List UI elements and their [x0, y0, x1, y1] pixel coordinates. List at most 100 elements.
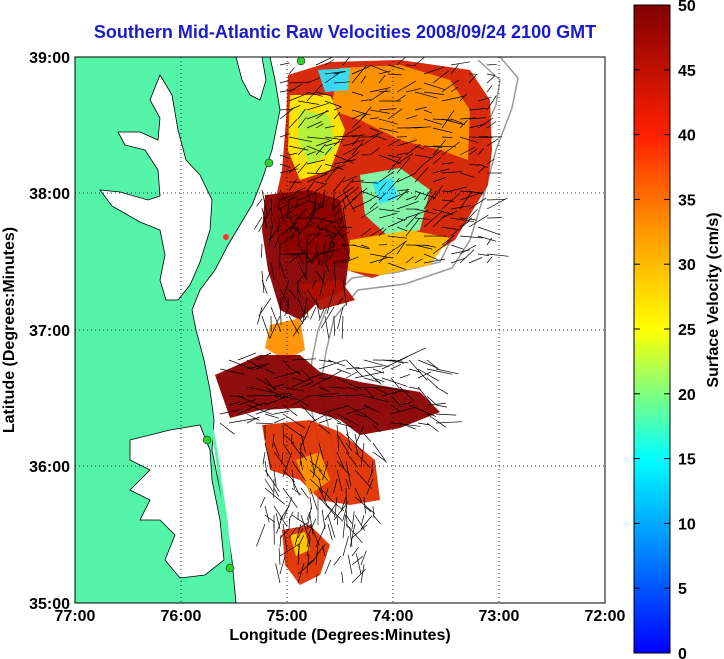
y-tick-label: 38:00 — [29, 186, 70, 203]
velocity-vector — [345, 487, 347, 509]
velocity-vector — [290, 189, 299, 201]
velocity-vector — [288, 145, 309, 151]
velocity-vector — [291, 378, 311, 388]
velocity-vector — [297, 116, 307, 129]
velocity-vector — [279, 534, 282, 548]
velocity-vector — [333, 261, 337, 287]
velocity-vector — [288, 136, 313, 143]
velocity-vector — [333, 71, 346, 75]
colorbar-tick-label: 35 — [678, 192, 696, 209]
velocity-vector — [278, 252, 281, 269]
velocity-vector — [426, 403, 446, 406]
velocity-vector — [351, 64, 368, 84]
velocity-vector — [288, 196, 298, 201]
velocity-vector — [423, 190, 437, 210]
velocity-vector — [279, 168, 299, 174]
velocity-vector — [477, 226, 501, 236]
velocity-vector — [219, 368, 245, 375]
velocity-vector — [405, 256, 414, 264]
velocity-vector — [477, 147, 484, 156]
velocity-vector — [360, 244, 369, 248]
station-marker — [202, 435, 212, 445]
velocity-vector — [246, 386, 274, 393]
velocity-vector — [450, 64, 459, 75]
velocity-vector — [288, 81, 308, 84]
x-tick-label: 76:00 — [161, 608, 202, 625]
velocity-vector — [333, 555, 342, 566]
velocity-vector — [347, 554, 353, 575]
velocity-vector — [369, 147, 380, 156]
velocity-vector — [414, 167, 429, 183]
velocity-vector — [360, 133, 380, 147]
velocity-vector — [468, 190, 484, 195]
velocity-vector — [342, 178, 354, 192]
velocity-vector — [306, 159, 326, 165]
velocity-vector — [459, 244, 477, 255]
velocity-vector — [387, 154, 400, 158]
velocity-vector — [345, 386, 359, 391]
velocity-vector — [306, 233, 316, 237]
velocity-patch — [298, 110, 335, 165]
velocity-vector — [459, 172, 476, 178]
velocity-vector — [322, 460, 329, 481]
velocity-vector — [369, 117, 379, 120]
velocity-vector — [363, 377, 381, 383]
velocity-vector — [405, 64, 416, 66]
velocity-vector — [323, 487, 329, 502]
velocity-vector — [279, 297, 282, 325]
velocity-vector — [441, 199, 455, 202]
velocity-vector — [423, 258, 446, 264]
velocity-vector — [273, 410, 290, 415]
velocity-vector — [279, 555, 286, 575]
velocity-vector — [351, 180, 364, 183]
velocity-vector — [282, 413, 306, 429]
velocity-vector — [441, 79, 460, 93]
velocity-vector — [408, 386, 421, 390]
velocity-vector — [450, 257, 467, 264]
velocity-patch — [215, 355, 440, 435]
velocity-vector — [432, 185, 443, 201]
velocity-vector — [291, 395, 310, 406]
velocity-vector — [435, 386, 449, 395]
velocity-vector — [363, 413, 379, 426]
velocity-vector — [315, 217, 339, 224]
outer-banks — [208, 419, 232, 561]
velocity-patch — [296, 452, 330, 495]
velocity-vector — [255, 365, 266, 370]
velocity-vector — [417, 422, 431, 426]
velocity-vector — [318, 359, 346, 370]
velocity-vector — [259, 496, 266, 508]
velocity-vector — [387, 177, 400, 192]
velocity-vector — [486, 197, 508, 210]
velocity-vector — [399, 386, 415, 402]
velocity-vector — [281, 451, 284, 465]
velocity-vector — [306, 77, 321, 84]
velocity-vector — [324, 72, 340, 84]
velocity-vector — [315, 270, 327, 286]
velocity-vector — [219, 422, 235, 435]
velocity-vector — [432, 239, 452, 255]
velocity-vector — [297, 192, 317, 201]
velocity-vector — [306, 172, 328, 175]
velocity-vector — [273, 469, 277, 486]
velocity-vector — [306, 535, 311, 548]
velocity-vector — [363, 395, 389, 403]
velocity-vector — [390, 422, 421, 427]
velocity-vector — [282, 404, 298, 417]
velocity-vector — [320, 306, 335, 329]
velocity-vector — [273, 442, 280, 457]
velocity-vector — [351, 134, 366, 138]
velocity-vector — [306, 121, 322, 129]
velocity-vector — [354, 442, 359, 455]
velocity-vector — [306, 179, 316, 192]
velocity-vector — [279, 79, 290, 84]
velocity-vector — [477, 135, 488, 138]
velocity-vector — [279, 528, 290, 539]
velocity-vector — [255, 377, 277, 390]
velocity-vector — [342, 226, 353, 228]
velocity-vector — [387, 235, 408, 239]
velocity-vector — [279, 203, 290, 210]
velocity-vector — [468, 163, 479, 166]
velocity-vector — [315, 226, 336, 234]
velocity-vector — [324, 559, 332, 575]
